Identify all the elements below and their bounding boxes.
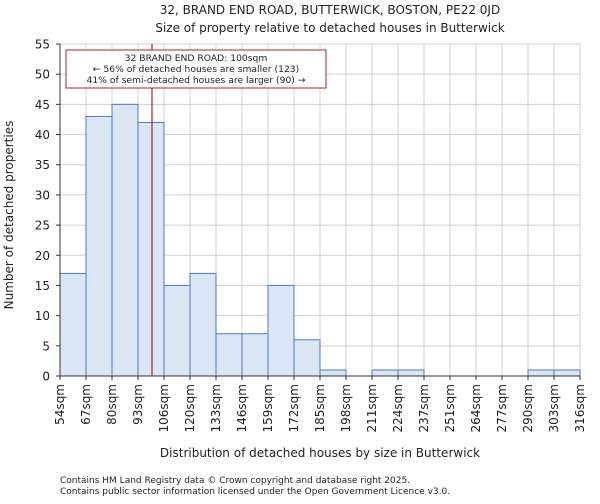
x-tick-label: 185sqm [313, 384, 327, 432]
x-tick-label: 172sqm [287, 384, 301, 432]
x-tick-label: 146sqm [235, 384, 249, 432]
bar [371, 369, 399, 377]
bar [553, 369, 581, 377]
x-tick-label: 290sqm [521, 384, 535, 432]
x-axis-label: Distribution of detached houses by size … [160, 446, 480, 460]
x-tick-label: 120sqm [183, 384, 197, 432]
y-tick-label: 20 [35, 249, 50, 263]
y-tick-label: 0 [42, 370, 50, 384]
x-tick-label: 237sqm [417, 384, 431, 432]
bar [111, 103, 139, 377]
footer-line-2: Contains public sector information licen… [60, 487, 450, 497]
x-tick-label: 316sqm [573, 384, 587, 432]
y-tick-label: 25 [35, 219, 50, 233]
annotation-box [65, 49, 327, 89]
bar [527, 369, 555, 377]
y-tick-label: 15 [35, 279, 50, 293]
x-tick-label: 54sqm [53, 384, 67, 425]
chart-subtitle: Size of property relative to detached ho… [155, 21, 504, 35]
annotation-line: 41% of semi-detached houses are larger (… [86, 75, 305, 86]
y-ticks: 0 5 10 15 20 25 30 35 40 45 50 55 [35, 38, 60, 384]
chart-title: 32, BRAND END ROAD, BUTTERWICK, BOSTON, … [160, 3, 500, 17]
y-tick-label: 45 [35, 98, 50, 112]
y-tick-label: 35 [35, 158, 50, 172]
bars [59, 103, 581, 377]
x-tick-label: 277sqm [495, 384, 509, 432]
x-tick-label: 133sqm [209, 384, 223, 432]
x-ticks: 54sqm 67sqm 80sqm 93sqm 106sqm 120sqm 133sqm 14… [53, 376, 587, 432]
x-tick-label: 159sqm [261, 384, 275, 432]
bar [163, 284, 191, 377]
bar [397, 369, 425, 377]
bar [319, 369, 347, 377]
property-marker: 32 BRAND END ROAD: 100sqm← 56% of detach… [65, 44, 327, 376]
y-tick-label: 10 [35, 309, 50, 323]
bar [85, 115, 113, 377]
y-tick-label: 40 [35, 128, 50, 142]
annotation-line: ← 56% of detached houses are smaller (12… [93, 64, 299, 75]
bar [267, 284, 295, 377]
x-tick-label: 211sqm [365, 384, 379, 432]
x-tick-label: 224sqm [391, 384, 405, 432]
bar [137, 121, 165, 377]
y-axis-label: Number of detached properties [2, 121, 16, 310]
x-tick-label: 67sqm [79, 384, 93, 425]
footer-line-1: Contains HM Land Registry data © Crown c… [60, 476, 410, 486]
x-tick-label: 264sqm [469, 384, 483, 432]
x-tick-label: 106sqm [157, 384, 171, 432]
bar [59, 272, 87, 377]
x-tick-label: 80sqm [105, 384, 119, 425]
y-tick-label: 50 [35, 68, 50, 82]
y-tick-label: 55 [35, 38, 50, 52]
x-tick-label: 93sqm [131, 384, 145, 425]
annotation-line: 32 BRAND END ROAD: 100sqm [125, 53, 268, 64]
bar [215, 333, 243, 377]
bar [241, 333, 269, 377]
x-tick-label: 303sqm [547, 384, 561, 432]
x-tick-label: 198sqm [339, 384, 353, 432]
bar [189, 272, 217, 377]
y-tick-label: 5 [42, 339, 50, 353]
x-tick-label: 251sqm [443, 384, 457, 432]
y-tick-label: 30 [35, 188, 50, 202]
bar [293, 339, 321, 377]
